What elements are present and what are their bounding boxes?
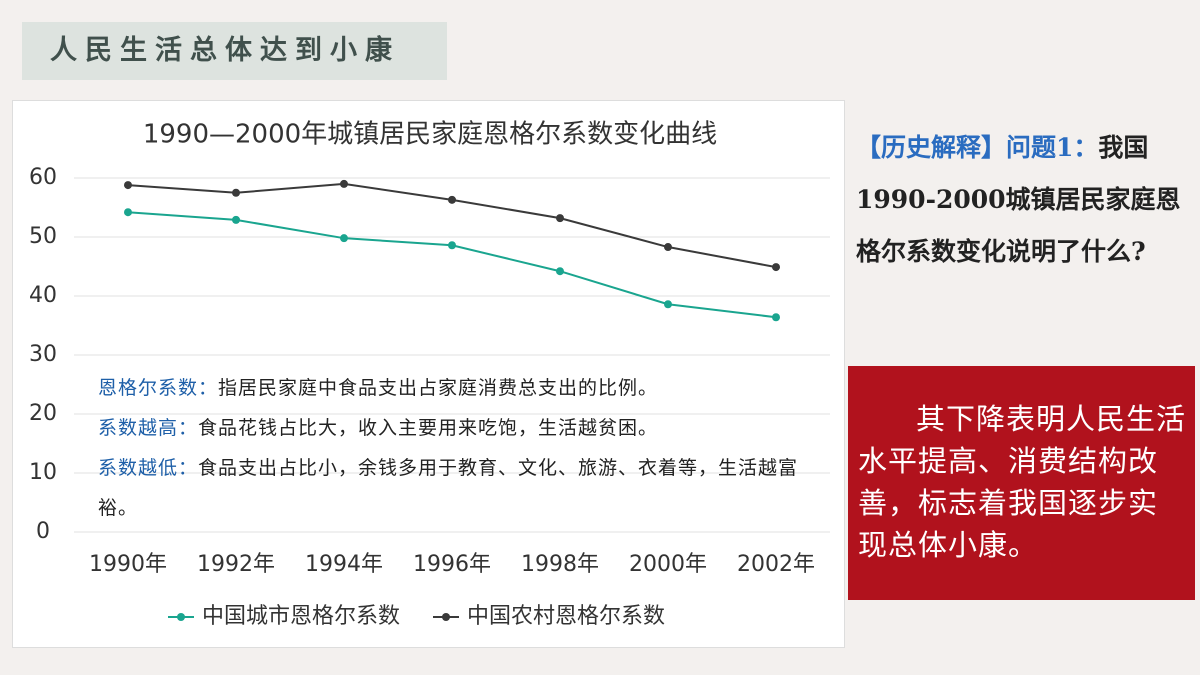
annotation: 系数越高：食品花钱占比大，收入主要用来吃饱，生活越贫困。 [98, 408, 810, 448]
point [340, 234, 348, 243]
x-tick-label: 1990年 [89, 552, 167, 577]
question-prefix: 【历史解释】问题1： [856, 133, 1099, 162]
x-tick-label: 1998年 [521, 552, 599, 577]
point [124, 181, 132, 190]
point [448, 195, 456, 204]
annotation: 系数越低：食品支出占比小，余钱多用于教育、文化、旅游、衣着等，生活越富裕。 [98, 448, 810, 528]
annotation-term: 系数越低： [98, 457, 199, 479]
point [772, 263, 780, 272]
chart-title: 1990—2000年城镇居民家庭恩格尔系数变化曲线 [143, 120, 717, 150]
annotation-term: 系数越高： [98, 417, 199, 439]
x-tick-label: 1996年 [413, 552, 491, 577]
point [664, 243, 672, 252]
y-tick-label: 30 [29, 342, 57, 367]
x-tick-label: 2000年 [629, 552, 707, 577]
legend-label: 中国农村恩格尔系数 [467, 604, 665, 629]
legend-swatch [177, 613, 185, 621]
y-tick-label: 10 [29, 460, 57, 485]
point [340, 179, 348, 188]
y-tick-label: 20 [29, 401, 57, 426]
annotation-term: 恩格尔系数： [98, 377, 219, 399]
y-tick-label: 0 [36, 519, 50, 544]
point [232, 215, 240, 224]
legend-label: 中国城市恩格尔系数 [202, 604, 400, 629]
point [556, 267, 564, 276]
annotations: 恩格尔系数：指居民家庭中食品支出占家庭消费总支出的比例。 系数越高：食品花钱占比大… [98, 368, 810, 528]
point [124, 208, 132, 217]
point [448, 241, 456, 250]
chart-panel [12, 100, 845, 648]
x-tick-label: 2002年 [737, 552, 815, 577]
x-tick-label: 1994年 [305, 552, 383, 577]
annotation-text: 食品花钱占比大，收入主要用来吃饱，生活越贫困。 [198, 417, 659, 439]
annotation-text: 食品支出占比小，余钱多用于教育、文化、旅游、衣着等，生活越富裕。 [98, 457, 799, 519]
question: 【历史解释】问题1：我国1990-2000城镇居民家庭恩格尔系数变化说明了什么? [856, 122, 1181, 278]
slide-title: 人民生活总体达到小康 [22, 22, 447, 80]
y-tick-label: 50 [29, 224, 57, 249]
point [772, 313, 780, 322]
annotation-text: 指居民家庭中食品支出占家庭消费总支出的比例。 [218, 377, 659, 399]
legend-swatch [442, 613, 450, 621]
series-line [127, 211, 777, 319]
y-tick-label: 40 [29, 283, 57, 308]
point [664, 300, 672, 309]
x-tick-label: 1992年 [197, 552, 275, 577]
y-tick-label: 60 [29, 165, 57, 190]
point [232, 188, 240, 197]
answer: 其下降表明人民生活水平提高、消费结构改善，标志着我国逐步实现总体小康。 [848, 366, 1195, 600]
point [556, 214, 564, 223]
question-text: 我国1990-2000城镇居民家庭恩格尔系数变化说明了什么? [856, 133, 1181, 266]
annotation: 恩格尔系数：指居民家庭中食品支出占家庭消费总支出的比例。 [98, 368, 810, 408]
